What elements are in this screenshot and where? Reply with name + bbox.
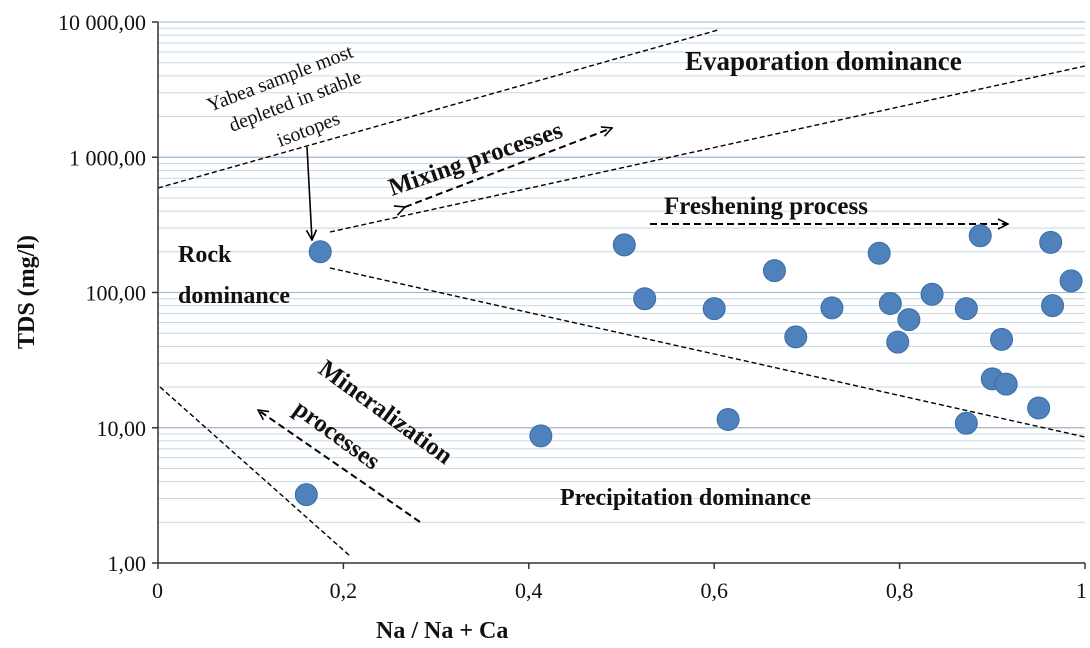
data-point (612, 233, 636, 257)
data-point (716, 408, 740, 432)
data-point (886, 330, 910, 354)
y-axis-title: TDS (mg/l) (14, 235, 40, 349)
yabea-pointer-arrow (307, 146, 312, 240)
data-point (633, 287, 657, 311)
data-point (762, 259, 786, 283)
data-point (1059, 269, 1083, 293)
precipitation-label: Precipitation dominance (560, 485, 811, 511)
mixing-arrow (405, 128, 612, 207)
data-point (820, 296, 844, 320)
data-point (954, 411, 978, 435)
data-point (867, 241, 891, 265)
y-tick-label: 100,00 (86, 281, 147, 306)
mineralization-boundary-line (159, 386, 351, 557)
data-point (1039, 230, 1063, 254)
y-tick-label: 10 000,00 (58, 10, 146, 35)
data-points (294, 224, 1083, 507)
mineralization-label-line1: Mineralization (313, 355, 457, 470)
freshening-label: Freshening process (664, 193, 868, 220)
data-point (308, 240, 332, 264)
data-point (994, 372, 1018, 396)
y-ticks: 1,00 10,00 100,00 1 000,00 10 000,00 (58, 10, 158, 576)
data-point (784, 325, 808, 349)
rock-label-line1: Rock (178, 242, 232, 268)
x-tick-label: 0,2 (330, 578, 358, 603)
x-tick-label: 0 (152, 578, 163, 603)
y-tick-label: 10,00 (97, 416, 147, 441)
precipitation-boundary-line (329, 267, 1086, 438)
process-arrows (258, 128, 1008, 523)
data-point (529, 424, 553, 448)
data-point (294, 483, 318, 507)
gridlines (158, 21, 1085, 564)
data-point (1041, 294, 1065, 318)
mixing-label: Mixing processes (385, 117, 566, 202)
y-tick-label: 1 000,00 (69, 145, 146, 170)
upper-boundary-line (157, 29, 719, 189)
data-point (990, 327, 1014, 351)
x-axis-title: Na / Na + Ca (376, 618, 508, 644)
y-tick-label: 1,00 (108, 551, 147, 576)
data-point (702, 297, 726, 321)
data-point (920, 282, 944, 306)
data-point (897, 308, 921, 332)
evaporation-label: Evaporation dominance (685, 46, 962, 76)
data-point (954, 297, 978, 321)
x-tick-label: 0,8 (886, 578, 914, 603)
data-point (878, 291, 902, 315)
data-point (1027, 396, 1051, 420)
x-tick-label: 1 (1076, 578, 1087, 603)
data-point (968, 224, 992, 248)
x-tick-label: 0,6 (700, 578, 728, 603)
x-ticks: 0 0,2 0,4 0,6 0,8 1 (152, 563, 1087, 603)
x-tick-label: 0,4 (515, 578, 543, 603)
rock-label-line2: dominance (178, 283, 290, 309)
